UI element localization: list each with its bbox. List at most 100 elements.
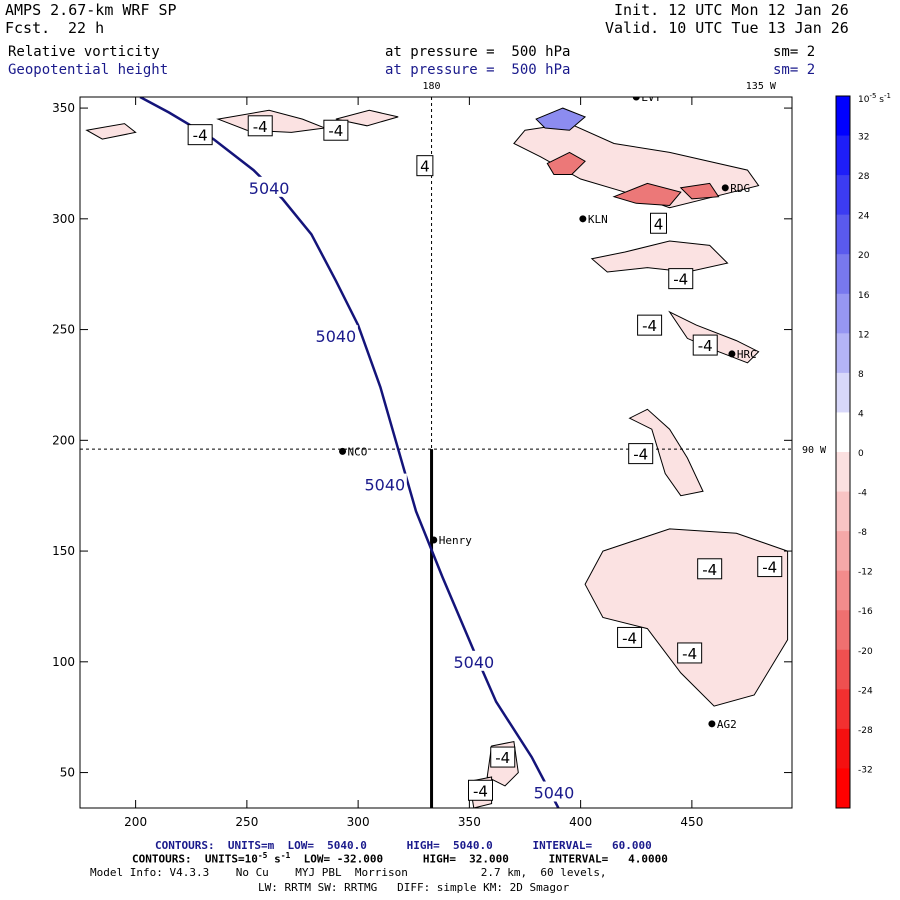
station-marker xyxy=(430,536,438,544)
colorbar-swatch xyxy=(836,333,850,374)
y-tick-label: 150 xyxy=(52,544,75,558)
colorbar-swatch xyxy=(836,689,850,730)
colorbar-tick-label: -16 xyxy=(858,607,873,617)
colorbar-swatch xyxy=(836,214,850,255)
vorticity-label: -4 xyxy=(193,127,208,145)
colorbar-swatch xyxy=(836,570,850,611)
colorbar-title-unit-exp: -1 xyxy=(884,92,891,100)
colorbar-tick-label: 24 xyxy=(858,212,870,222)
colorbar-swatch xyxy=(836,293,850,334)
field1-name: Relative vorticity xyxy=(8,44,160,60)
colorbar-swatch xyxy=(836,175,850,216)
contours-vort-exp2: -1 xyxy=(280,851,291,860)
station-marker xyxy=(339,447,347,455)
colorbar-tick-label: -4 xyxy=(858,489,867,499)
height-label-bg xyxy=(531,781,576,802)
vorticity-label-box xyxy=(628,443,654,465)
colorbar-tick-label: -24 xyxy=(858,686,873,696)
colorbar-title-exp: -5 xyxy=(869,92,876,100)
colorbar: 322824201612840-4-8-12-16-20-24-28-3210-… xyxy=(835,92,891,809)
colorbar-swatch xyxy=(836,372,850,413)
contours-vort-exp: -5 xyxy=(257,851,268,860)
colorbar-tick-label: -32 xyxy=(858,765,873,775)
colorbar-tick-label: 4 xyxy=(858,409,864,419)
positive-vorticity-region xyxy=(535,107,587,131)
vorticity-label: 4 xyxy=(420,158,430,176)
vorticity-label-box xyxy=(247,115,273,137)
station-marker xyxy=(721,184,729,192)
model-info: Model Info: V4.3.3 No Cu MYJ PBL Morriso… xyxy=(90,866,607,879)
station-marker xyxy=(632,97,640,101)
field2-level: at pressure = 500 hPa xyxy=(385,62,571,78)
colorbar-swatch xyxy=(836,412,850,453)
station-label: NCO xyxy=(348,445,368,458)
colorbar-tick-label: 8 xyxy=(858,370,864,380)
vorticity-label: -4 xyxy=(642,317,657,335)
colorbar-tick-label: 28 xyxy=(858,172,870,182)
y-tick-label: 50 xyxy=(60,766,75,780)
vorticity-label: -4 xyxy=(495,749,510,767)
vorticity-label: -4 xyxy=(682,645,697,663)
vorticity-label-box xyxy=(650,212,667,234)
colorbar-tick-label: 16 xyxy=(858,291,870,301)
y-tick-label: 300 xyxy=(52,212,75,226)
vorticity-label-box xyxy=(490,746,516,768)
field2-smoothing: sm= 2 xyxy=(773,62,816,78)
colorbar-swatch xyxy=(836,452,850,493)
station-label: LVT xyxy=(641,91,661,104)
strong-negative-vorticity-region xyxy=(546,151,586,175)
vorticity-label-box xyxy=(677,642,703,664)
colorbar-title-unit: s xyxy=(876,95,884,105)
contours-vorticity-info: CONTOURS: UNITS=10-5 s-1 LOW= -32.000 HI… xyxy=(132,852,668,865)
meridian-label: 135 W xyxy=(746,81,777,92)
station-marker xyxy=(708,720,716,728)
colorbar-tick-label: -28 xyxy=(858,726,873,736)
contours-vort-range: LOW= -32.000 HIGH= 32.000 INTERVAL= 4.00… xyxy=(290,852,668,866)
contours-height-info: CONTOURS: UNITS=m LOW= 5040.0 HIGH= 5040… xyxy=(155,839,652,852)
colorbar-swatch xyxy=(836,728,850,769)
vorticity-label-box xyxy=(668,268,694,290)
vorticity-label-box xyxy=(323,119,349,141)
height-label: 5040 xyxy=(316,327,357,346)
x-tick-label: 450 xyxy=(680,815,703,829)
colorbar-title-base: 10 xyxy=(858,95,870,105)
station-label: RDG xyxy=(730,182,750,195)
init-time: Init. 12 UTC Mon 12 Jan 26 xyxy=(614,1,849,19)
vorticity-label: -4 xyxy=(762,559,777,577)
negative-vorticity-region xyxy=(584,528,789,707)
height-label-bg xyxy=(247,176,292,197)
station-marker xyxy=(728,350,736,358)
strong-negative-vorticity-region xyxy=(679,182,720,200)
colorbar-tick-label: -20 xyxy=(858,647,873,657)
station-label: KLN xyxy=(588,213,608,226)
colorbar-tick-label: 32 xyxy=(858,133,869,143)
vorticity-label-box xyxy=(468,779,493,801)
negative-vorticity-region xyxy=(628,408,704,497)
colorbar-tick-label: -8 xyxy=(858,528,867,538)
height-contour-5040 xyxy=(139,97,560,808)
colorbar-swatch xyxy=(836,531,850,572)
negative-vorticity-region xyxy=(335,109,399,127)
height-label-bg xyxy=(313,325,358,346)
vorticity-label: 4 xyxy=(654,215,664,233)
field1-level: at pressure = 500 hPa xyxy=(385,44,571,60)
vorticity-label: -4 xyxy=(328,122,343,140)
colorbar-swatch xyxy=(836,649,850,690)
station-marker xyxy=(579,215,587,223)
vorticity-label-box xyxy=(416,155,434,177)
model-info-physics: LW: RRTM SW: RRTMG DIFF: simple KM: 2D S… xyxy=(258,881,570,894)
y-tick-label: 350 xyxy=(52,101,75,115)
vorticity-label-box xyxy=(617,626,643,648)
colorbar-tick-label: -12 xyxy=(858,568,873,578)
colorbar-swatch xyxy=(836,254,850,295)
y-tick-label: 100 xyxy=(52,655,75,669)
height-label: 5040 xyxy=(364,476,405,495)
valid-time: Valid. 10 UTC Tue 13 Jan 26 xyxy=(605,19,849,37)
forecast-label: Fcst. xyxy=(5,19,51,37)
vorticity-label-box xyxy=(692,334,718,356)
colorbar-tick-label: 12 xyxy=(858,330,869,340)
model-title: AMPS 2.67-km WRF SP xyxy=(5,1,177,19)
colorbar-tick-label: 20 xyxy=(858,251,870,261)
vorticity-label-box xyxy=(757,556,783,578)
